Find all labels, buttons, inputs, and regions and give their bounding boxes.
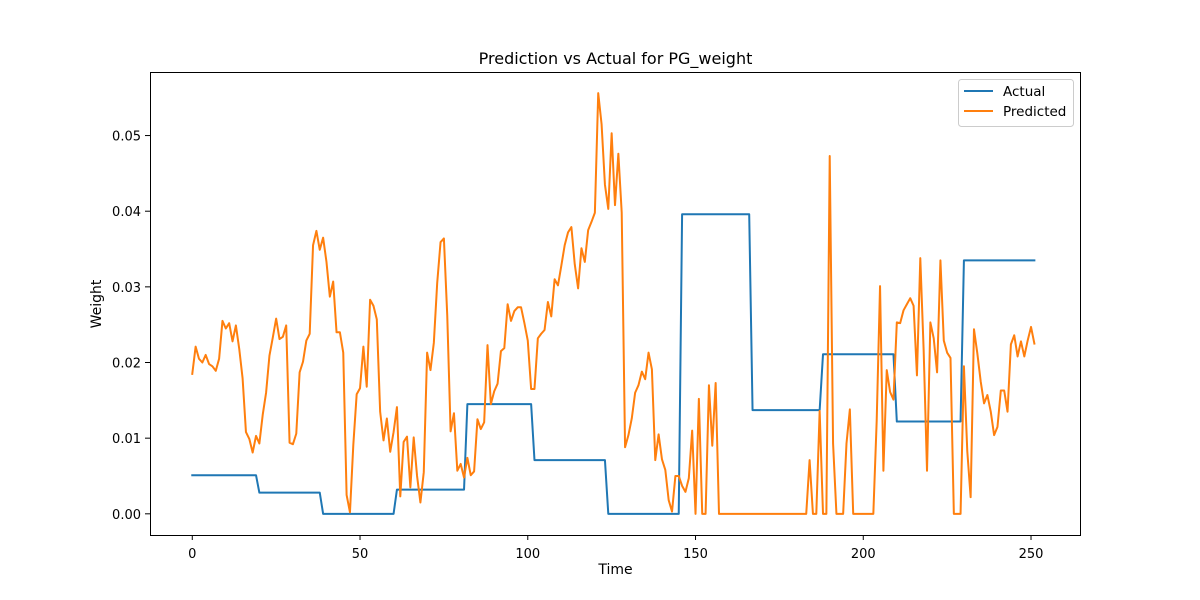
y-axis-label: Weight [89, 279, 105, 328]
y-tick-label: 0.03 [112, 281, 141, 296]
y-axis: 0.00 0.01 0.02 0.03 0.04 0.05 [112, 130, 150, 523]
x-tick-label: 0 [188, 547, 196, 562]
chart-title: Prediction vs Actual for PG_weight [479, 49, 753, 69]
x-axis: 0 50 100 150 200 250 [188, 535, 1043, 562]
y-tick-label: 0.01 [112, 432, 141, 447]
x-tick-label: 50 [352, 547, 369, 562]
legend: Actual Predicted [958, 79, 1074, 127]
x-tick-label: 100 [515, 547, 540, 562]
x-tick-label: 150 [683, 547, 708, 562]
series-line-predicted [191, 92, 1036, 515]
y-tick-label: 0.02 [112, 357, 141, 372]
y-tick-label: 0.04 [112, 205, 141, 220]
y-tick-label: 0.05 [112, 130, 141, 145]
legend-label-predicted: Predicted [1003, 104, 1066, 120]
x-tick-label: 250 [1019, 547, 1044, 562]
plot-frame [150, 72, 1081, 536]
x-tick-label: 200 [851, 547, 876, 562]
legend-label-actual: Actual [1003, 84, 1045, 100]
y-tick-label: 0.00 [112, 508, 141, 523]
x-axis-label: Time [597, 562, 632, 578]
